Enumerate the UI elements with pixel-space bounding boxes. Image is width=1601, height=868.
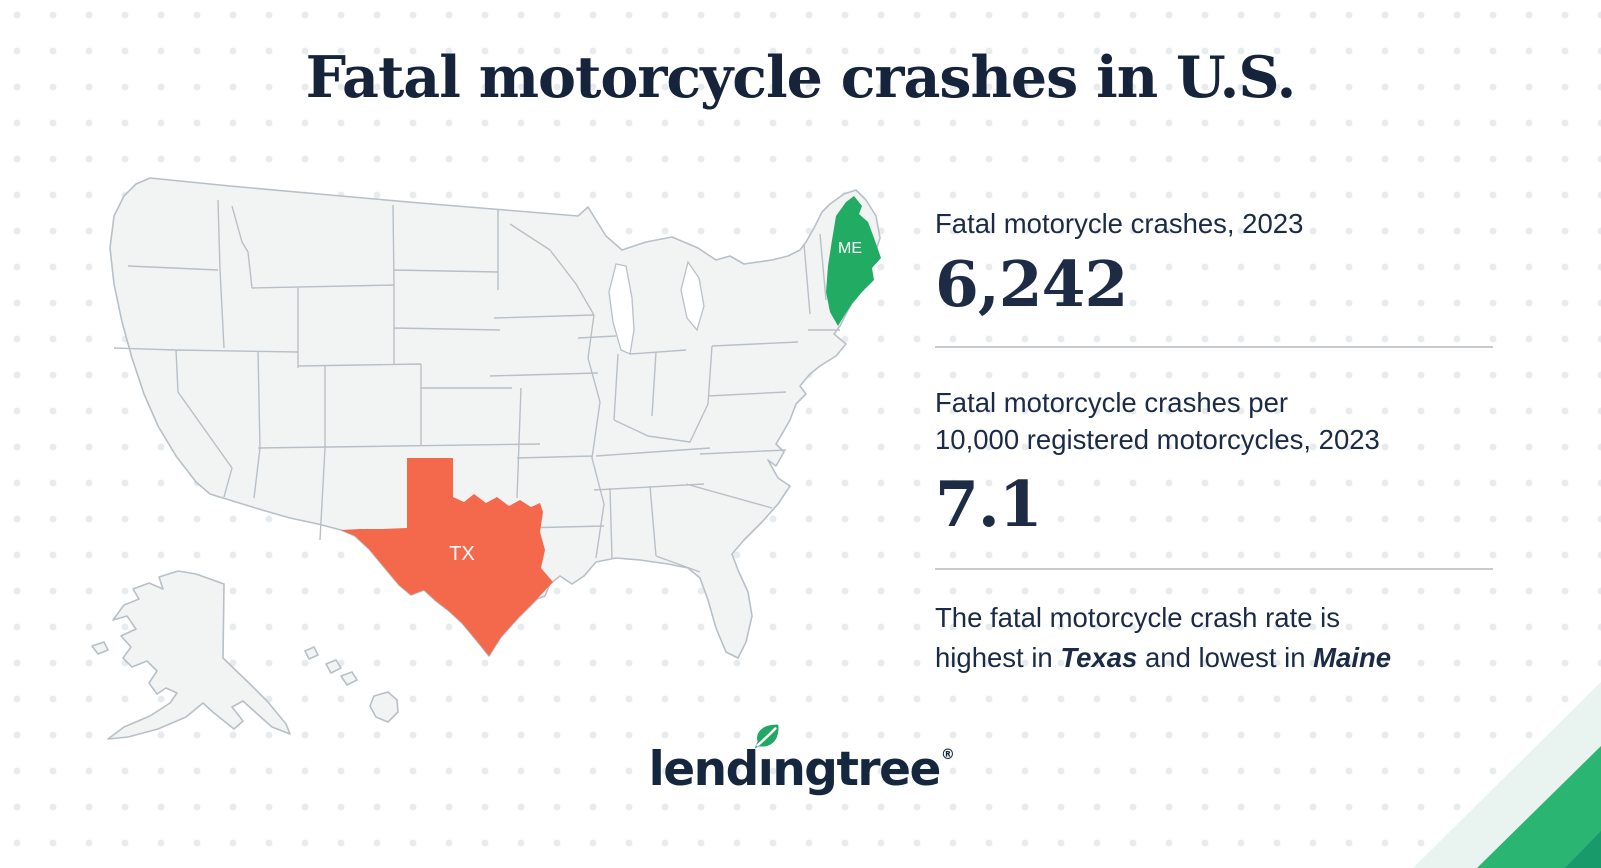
us-map: TX ME bbox=[88, 162, 883, 742]
maine-label: ME bbox=[838, 240, 862, 257]
lake-michigan bbox=[608, 263, 635, 355]
texas-label: TX bbox=[449, 543, 475, 565]
us-map-svg: TX ME bbox=[91, 177, 881, 740]
logo-part2: ngtree bbox=[772, 742, 941, 797]
ribbon-stripe-green bbox=[1477, 746, 1601, 868]
texas-shape bbox=[341, 458, 553, 656]
stat-rate-label-line1: Fatal motorcycle crashes per bbox=[935, 387, 1289, 418]
lake-huron bbox=[680, 260, 705, 332]
stat-crashes: Fatal motorycle crashes, 2023 6,242 bbox=[935, 205, 1493, 320]
alaska-island bbox=[91, 641, 109, 655]
page-title: Fatal motorcycle crashes in U.S. bbox=[305, 44, 1297, 111]
registered-trademark: ® bbox=[940, 747, 955, 763]
note-line2-middle: and lowest in bbox=[1137, 642, 1314, 673]
corner-ribbon bbox=[1413, 682, 1601, 868]
stat-rate: Fatal motorcycle crashes per 10,000 regi… bbox=[935, 384, 1493, 540]
stat-crashes-label: Fatal motorycle crashes, 2023 bbox=[935, 208, 1304, 239]
stats-panel: Fatal motorycle crashes, 2023 6,242 Fata… bbox=[935, 205, 1493, 706]
hawaii-islands bbox=[304, 646, 399, 723]
maine-shape bbox=[826, 196, 881, 326]
stat-rate-label-line2: 10,000 registered motorcycles, 2023 bbox=[935, 424, 1380, 455]
note-state-low: Maine bbox=[1313, 642, 1392, 673]
note-state-high: Texas bbox=[1060, 642, 1138, 673]
stat-crashes-value: 6,242 bbox=[935, 247, 1128, 321]
logo-i: ı bbox=[754, 724, 779, 798]
lendingtree-wordmark: lendı ngtree® bbox=[648, 724, 955, 798]
state-borders bbox=[113, 199, 840, 573]
note-line1: The fatal motorcycle crash rate is bbox=[935, 602, 1341, 633]
leaf-icon bbox=[754, 724, 779, 749]
logo-part1: lend bbox=[648, 742, 760, 797]
alaska-shape bbox=[107, 570, 291, 740]
note-line2-prefix: highest in bbox=[935, 642, 1061, 673]
note-text: The fatal motorcycle crash rate is highe… bbox=[935, 598, 1493, 678]
divider bbox=[935, 568, 1493, 570]
stat-rate-value: 7.1 bbox=[935, 467, 1043, 541]
ribbon-stripe-teal bbox=[1565, 831, 1601, 868]
lendingtree-logo: lendı ngtree® bbox=[0, 724, 1601, 798]
logo-dotless-i: ı bbox=[757, 742, 774, 797]
divider bbox=[935, 346, 1493, 348]
